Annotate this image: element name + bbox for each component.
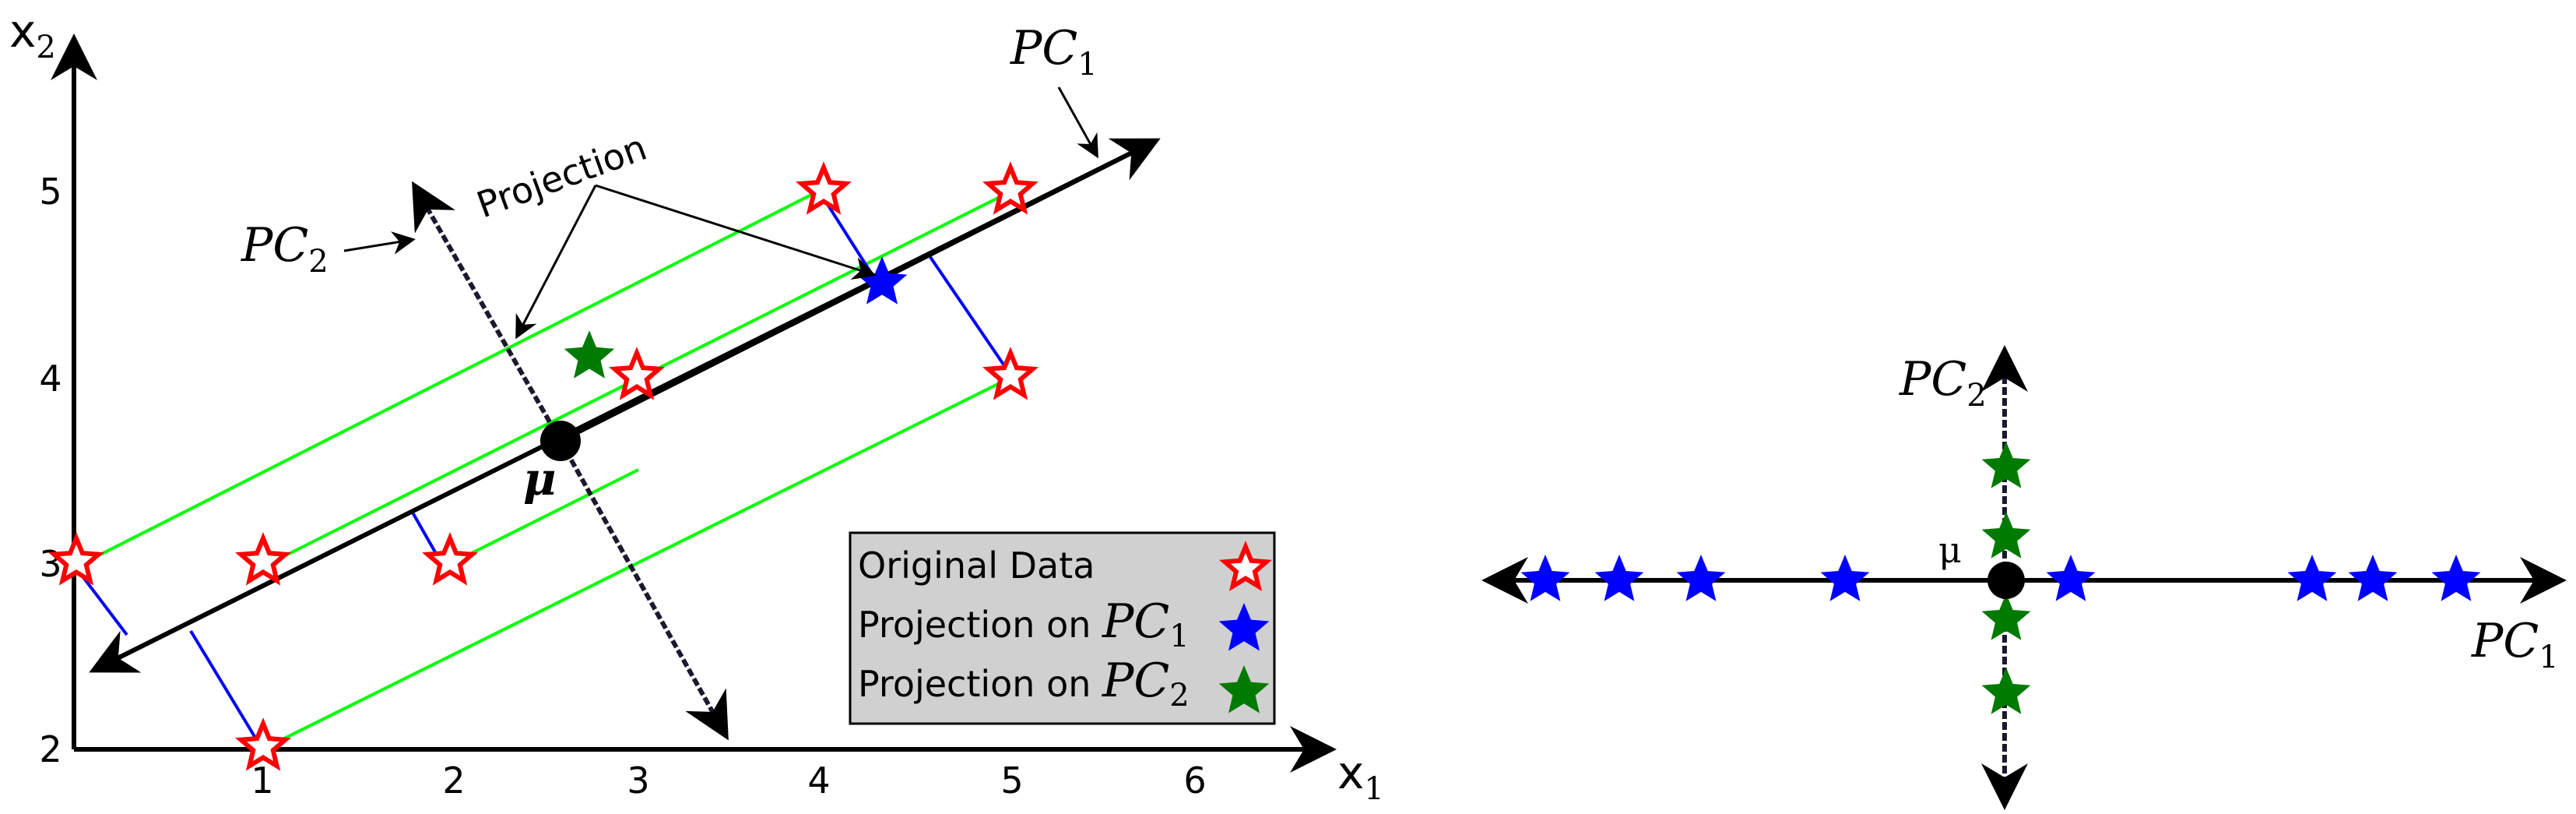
pc1-projected-star [2348,555,2398,601]
pc1-projected-star [2046,555,2096,601]
original-data-star [796,161,852,215]
projection-pointer-pc1 [595,184,877,280]
x-tick-4: 4 [807,759,830,802]
pc1-projected-star [1520,555,1570,601]
legend-original-star [1218,541,1273,592]
original-data-stars [48,161,1038,771]
pc2-axis [412,181,563,442]
pc1-label: PC1 [1010,21,1098,83]
y-axis-name: x2 [9,5,56,65]
projection-line [929,255,1014,379]
original-data-star [235,532,291,586]
right-pc1-stars [1520,555,2481,601]
projection-pointer-pc2 [515,185,597,340]
pc2-label: PC2 [241,218,329,280]
original-data-star [48,532,104,586]
pc1-pointer [1057,86,1098,159]
projection-line [189,629,264,751]
projection-line [443,468,639,569]
pc2-projected-star [564,330,615,379]
legend-pc1-label: Projection on PC1 [858,594,1190,654]
original-data-star [422,532,478,586]
y-tick-4: 4 [39,358,62,400]
legend-original-label: Original Data [858,544,1095,587]
x-tick-1: 1 [251,759,273,802]
pc2-projection-star [564,330,615,379]
pc1-projected-star [856,256,908,305]
legend: Original Data Projection on PC1 Projecti… [849,531,1276,725]
y-tick-3: 3 [39,543,62,585]
legend-pc1-star [1218,603,1270,651]
legend-pc1-star-icon [1218,603,1270,651]
y-tick-2: 2 [39,728,62,770]
y-tick-labels: 2 3 4 5 [39,171,62,770]
right-pc2-label: PC2 [1899,352,1987,414]
pc1-projected-star [2431,555,2481,601]
x-tick-3: 3 [627,759,649,802]
mean-point [540,421,581,461]
y-tick-5: 5 [39,171,62,213]
pc1-projected-star [1676,555,1726,601]
mean-label: μ [523,453,556,506]
x-tick-6: 6 [1183,759,1206,802]
legend-pc2-label: Projection on PC2 [858,654,1190,714]
left-panel: x1 x2 1 2 3 4 5 6 2 3 4 5 [9,5,1384,807]
legend-pc2-star-icon [1218,665,1270,714]
x-axis-name: x1 [1337,746,1384,807]
original-data-star [982,161,1038,215]
pc2-projected-star [1981,594,2031,640]
pc1-projected-star [2287,555,2337,601]
x-tick-2: 2 [442,759,465,802]
pc2-pointer [343,231,416,255]
right-mean-point [1987,562,2025,599]
legend-pc2-star [1218,665,1270,714]
projection-label: Projection [471,126,652,227]
x-tick-labels: 1 2 3 4 5 6 [251,759,1206,802]
legend-box [849,531,1276,725]
pc1-projected-star [1820,555,1870,601]
pc1-projected-star [1594,555,1644,601]
projection-line [75,189,820,569]
legend-original-star-icon [1218,541,1273,592]
pc2-axis-forward [558,439,729,741]
pc2-projected-star [1981,668,2031,714]
pc2-projected-star [1981,442,2031,488]
right-panel: μ PC2 PC1 [1481,345,2567,810]
projection-line [262,375,1013,751]
pc1-projection-star [856,256,908,305]
right-mean-label: μ [1938,529,1962,571]
original-data-star [982,347,1038,400]
right-pc1-label: PC1 [2471,614,2559,675]
original-data-star [235,717,291,771]
x-tick-5: 5 [1000,759,1023,802]
right-pc2-stars [1981,442,2031,714]
original-data-star [609,347,665,400]
pc1-axis-forward [559,138,1161,443]
pc2-projected-star [1981,512,2031,559]
